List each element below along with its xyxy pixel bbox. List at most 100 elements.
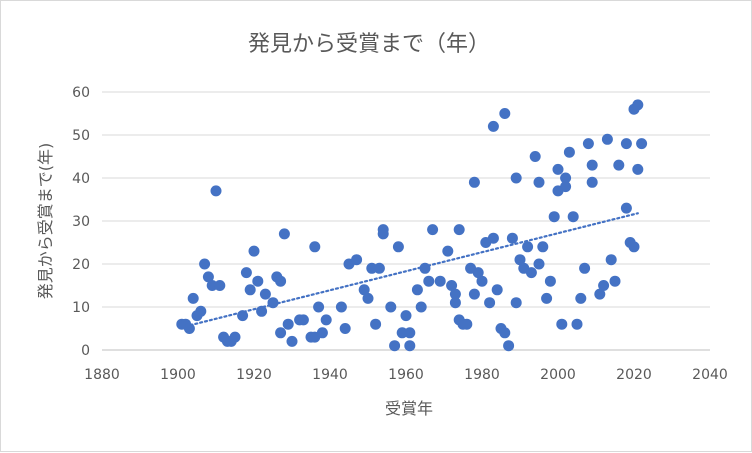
data-point [195,305,207,317]
data-point [366,262,378,274]
data-point [202,271,214,283]
data-point [476,275,488,287]
data-point [586,176,598,188]
data-point [411,284,423,296]
data-point [552,163,564,175]
data-point [506,232,518,244]
data-point [400,310,412,322]
data-point [240,267,252,279]
data-point [529,151,541,162]
data-point [335,301,347,313]
data-point [252,275,264,287]
data-point [237,310,249,322]
data-point [468,288,480,300]
data-point [275,275,287,287]
data-point [632,99,644,111]
data-point [415,301,427,313]
data-point [560,181,572,193]
data-point [282,318,294,330]
data-point [210,185,222,197]
data-point [579,262,591,274]
y-tick-label: 10 [72,300,90,316]
y-tick-label: 50 [72,128,90,144]
data-point [533,258,545,270]
data-point [392,241,404,253]
data-point [556,318,568,330]
x-tick-label: 1940 [312,367,348,383]
data-point [320,314,332,326]
data-point [548,211,560,223]
data-point [442,245,454,257]
data-point [601,133,613,145]
data-point [377,228,389,240]
x-tick-label: 1960 [388,367,424,383]
chart-title: 発見から受賞まで（年） [248,32,490,57]
y-axis-title: 発見から受賞まで(年) [36,143,55,300]
data-point [632,163,644,175]
data-point [510,297,522,309]
data-point [453,224,465,236]
data-point [206,280,218,291]
data-point [586,159,598,171]
y-tick-labels: 0 10 20 30 40 50 60 [72,85,90,359]
trendline [184,212,639,328]
data-point [229,331,241,343]
y-tick-label: 30 [72,214,90,230]
y-tick-label: 20 [72,257,90,273]
data-point [491,284,503,296]
x-tick-labels: 1880 1900 1920 1940 1960 1980 2000 2020 2040 [84,367,728,383]
x-tick-label: 2000 [540,367,576,383]
data-point [449,288,461,300]
data-point [404,327,416,339]
x-tick-label: 1880 [84,367,120,383]
data-point [256,305,268,317]
data-point [187,292,199,304]
data-point [613,159,625,171]
data-point [575,292,587,304]
data-point [598,280,610,291]
data-point [419,262,431,274]
data-point [522,241,534,253]
data-point [628,241,640,253]
data-point [370,318,382,330]
data-point [449,297,461,309]
y-tick-label: 60 [72,85,90,101]
data-point [499,327,511,339]
data-point [560,172,572,184]
data-point [472,267,484,279]
data-point [499,108,511,119]
data-point [339,323,351,334]
data-point [278,228,290,240]
data-point [183,323,195,334]
data-point [358,284,370,296]
data-point [351,254,363,266]
data-point [636,138,648,150]
x-tick-label: 2020 [616,367,652,383]
data-point [373,262,385,274]
data-point [313,301,325,313]
data-point [468,176,480,188]
data-point [525,267,537,279]
y-tick-label: 40 [72,171,90,187]
data-point [510,172,522,184]
data-point [275,327,287,339]
data-point [446,280,458,291]
data-point [214,280,226,291]
data-point [537,241,549,253]
data-point [199,258,211,270]
data-point [487,120,499,132]
x-tick-label: 1920 [236,367,272,383]
data-point [571,318,583,330]
data-point [259,288,271,300]
data-point [297,314,309,326]
data-point [385,301,397,313]
data-point [309,241,321,253]
data-point [286,335,298,347]
data-point [605,254,617,266]
data-point [362,292,374,304]
data-point [427,224,439,236]
data-point [544,275,556,287]
data-point [533,176,545,188]
